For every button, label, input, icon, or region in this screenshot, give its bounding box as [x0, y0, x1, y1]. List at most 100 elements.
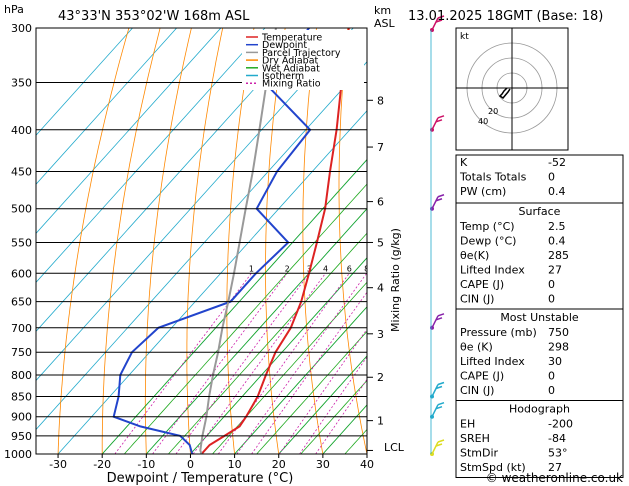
- surface-row-value: 0.4: [548, 235, 566, 248]
- wet-adiabat-line: [145, 207, 367, 454]
- pressure-tick-label: 550: [11, 236, 32, 249]
- temp-tick-label: 30: [316, 458, 330, 471]
- most-unstable-row-value: 750: [548, 326, 569, 339]
- wind-barb-flag: [437, 313, 445, 317]
- surface-box: [455, 202, 624, 310]
- isotherm-line: [36, 28, 134, 136]
- wet-adiabat-line: [189, 257, 367, 454]
- legend-label: Dewpoint: [262, 40, 307, 51]
- mixing-ratio-axis-label: Mixing Ratio (g/kg): [389, 228, 402, 332]
- height-tick-label: 3: [377, 328, 384, 341]
- hodograph-ring-label: 40: [478, 117, 488, 126]
- asl-unit-label: ASL: [374, 17, 396, 30]
- mixing-ratio-label: 1: [249, 264, 254, 273]
- pressure-tick-label: 650: [11, 296, 32, 309]
- isotherm-line: [57, 110, 367, 454]
- indices-table: K -52 Totals Totals 0 PW (cm) 0.4 Surface Temp …: [455, 154, 624, 478]
- wet-adiabat-line: [211, 281, 367, 454]
- surface-row-label: Lifted Index: [460, 264, 525, 277]
- surface-row-value: 2.5: [548, 220, 566, 233]
- dry-adiabat-line: [408, 4, 460, 472]
- mixing-ratio-line: [299, 356, 367, 454]
- mixing-ratio-label: 4: [323, 264, 328, 273]
- legend-label: Mixing Ratio: [262, 79, 321, 90]
- isotherm-line: [36, 28, 222, 234]
- most-unstable-row-value: 0: [548, 370, 555, 383]
- profile-dewpoint: [112, 28, 312, 454]
- dry-adiabat-line: [57, 28, 130, 454]
- height-tick-label: 6: [377, 196, 384, 209]
- hodograph-table-row-value: 53°: [548, 447, 568, 460]
- legend-label: Isotherm: [262, 71, 304, 82]
- wind-barb-flag: [435, 119, 443, 123]
- pressure-tick-label: 400: [11, 124, 32, 137]
- hodograph-table-row-value: -200: [548, 418, 573, 431]
- pressure-tick-label: 850: [11, 390, 32, 403]
- datetime-title: 13.01.2025 18GMT (Base: 18): [408, 9, 603, 24]
- pressure-tick-label: 600: [11, 267, 32, 280]
- temp-tick-label: -10: [137, 458, 155, 471]
- isotherm-line: [36, 28, 266, 283]
- surface-row-label: Dewp (°C): [460, 235, 516, 248]
- pressure-tick-label: 800: [11, 369, 32, 382]
- wind-barb-flag: [437, 15, 445, 19]
- wind-barb-staff: [431, 196, 439, 210]
- pressure-tick-label: 750: [11, 346, 32, 359]
- mixing-ratio-label: 6: [347, 264, 352, 273]
- location-title: 43°33'N 353°02'W 168m ASL: [58, 9, 250, 24]
- mixing-ratio-label: 25: [436, 264, 446, 273]
- height-tick-label: 1: [377, 415, 384, 428]
- sounding-profiles: [112, 28, 350, 454]
- wet-adiabat-line: [300, 379, 367, 454]
- x-axis-label: Dewpoint / Temperature (°C): [107, 471, 294, 486]
- legend-label: Parcel Trajectory: [262, 48, 341, 59]
- most-unstable-row-label: Lifted Index: [460, 355, 525, 368]
- surface-row-label: CIN (J): [460, 293, 494, 306]
- wind-barb-staff: [431, 315, 439, 329]
- index-row-label: Totals Totals: [459, 171, 527, 184]
- profile-temperature: [200, 28, 350, 454]
- most-unstable-row-value: 0: [548, 384, 555, 397]
- most-unstable-row-label: θe (K): [460, 341, 493, 354]
- hodograph-trace: [498, 87, 511, 99]
- most-unstable-box: [455, 308, 624, 401]
- dry-adiabat-line: [265, 28, 286, 454]
- wind-barb-flag: [435, 19, 443, 23]
- hodograph-table-row-value: 27: [548, 461, 562, 474]
- mixing-ratio-line: [278, 328, 367, 454]
- wind-barb-staff: [431, 441, 439, 455]
- mixing-ratio-label: 20: [421, 264, 431, 273]
- most-unstable-row-value: 298: [548, 341, 569, 354]
- dry-adiabat-line: [302, 28, 324, 454]
- hodograph-table-row-label: StmDir: [460, 447, 499, 460]
- temp-tick-label: 10: [228, 458, 242, 471]
- index-row-label: K: [460, 156, 468, 169]
- index-row-value: -52: [548, 156, 566, 169]
- surface-row-value: 285: [548, 249, 569, 262]
- wind-barb-flag: [437, 402, 445, 406]
- height-tick-label: 7: [377, 141, 384, 154]
- lcl-label: LCL: [384, 441, 405, 454]
- surface-row-value: 0: [548, 293, 555, 306]
- pressure-tick-label: 1000: [4, 448, 32, 461]
- km-unit-label: km: [374, 4, 391, 17]
- most-unstable-title: Most Unstable: [500, 311, 579, 324]
- hodograph-ring-label: 20: [488, 107, 498, 116]
- mixing-ratio-line: [315, 378, 367, 454]
- hodograph-table-title: Hodograph: [509, 403, 570, 416]
- temp-tick-label: 40: [360, 458, 374, 471]
- wind-barb-flag: [437, 115, 445, 119]
- dry-adiabat-line: [144, 28, 192, 454]
- height-tick-label: 4: [377, 282, 384, 295]
- most-unstable-row-label: Pressure (mb): [460, 326, 537, 339]
- index-row-label: PW (cm): [460, 185, 506, 198]
- height-tick-label: 2: [377, 371, 384, 384]
- wet-adiabat-line: [278, 355, 367, 454]
- hodograph-unit: kt: [460, 32, 469, 42]
- surface-row-value: 27: [548, 264, 562, 277]
- pressure-tick-label: 950: [11, 430, 32, 443]
- hpa-unit-label: hPa: [4, 3, 24, 16]
- surface-title: Surface: [519, 205, 561, 218]
